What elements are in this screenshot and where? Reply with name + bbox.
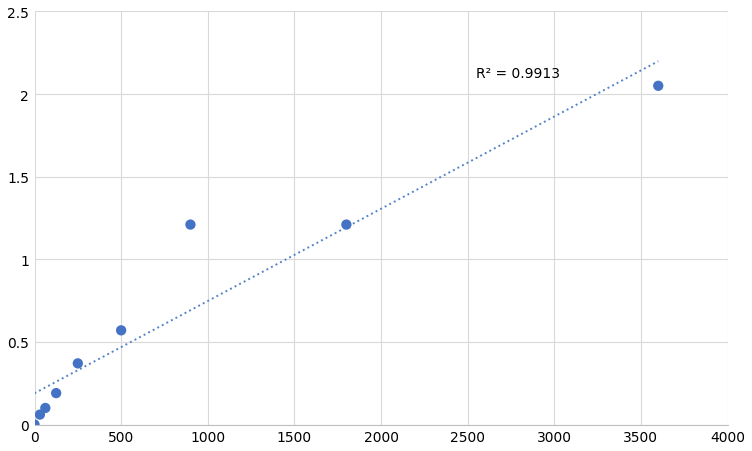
Point [39, 405, 51, 412]
Point [115, 327, 127, 334]
Point [341, 221, 353, 229]
Point [71, 360, 83, 367]
Point [184, 221, 196, 229]
Point [34, 411, 46, 418]
Point [652, 83, 664, 90]
Point [29, 421, 41, 428]
Point [50, 390, 62, 397]
Text: R² = 0.9913: R² = 0.9913 [476, 66, 560, 80]
